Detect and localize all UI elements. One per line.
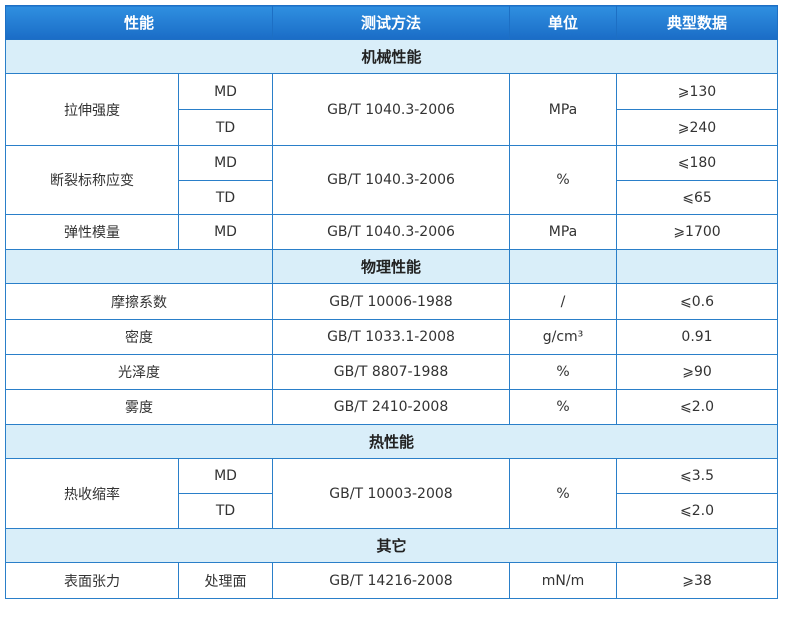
table-row: 热收缩率 MD GB/T 10003-2008 % ⩽3.5 <box>5 458 778 529</box>
property-name: 雾度 <box>5 389 273 425</box>
direction: 处理面 <box>178 562 273 599</box>
unit: / <box>509 283 617 320</box>
section-row: 热性能 <box>5 424 778 459</box>
typical-value: ⩾90 <box>616 354 778 390</box>
header-test-method: 测试方法 <box>272 5 510 40</box>
section-title: 物理性能 <box>272 249 510 284</box>
direction: TD <box>178 109 273 146</box>
header-unit: 单位 <box>509 5 617 40</box>
typical-value: ⩾38 <box>616 562 778 599</box>
table-row: 表面张力 处理面 GB/T 14216-2008 mN/m ⩾38 <box>5 562 778 599</box>
unit: mN/m <box>509 562 617 599</box>
property-name: 摩擦系数 <box>5 283 273 320</box>
section-spacer <box>509 249 617 284</box>
typical-value: ⩽0.6 <box>616 283 778 320</box>
spec-table-wrapper: 性能 测试方法 单位 典型数据 机械性能 拉伸强度 MD GB/T 1040.3… <box>5 5 778 599</box>
direction: MD <box>178 145 273 181</box>
unit: MPa <box>509 214 617 250</box>
test-method: GB/T 1040.3-2006 <box>272 73 510 146</box>
property-name: 密度 <box>5 319 273 355</box>
property-spec-table: 性能 测试方法 单位 典型数据 机械性能 拉伸强度 MD GB/T 1040.3… <box>5 5 778 599</box>
table-row: TD ⩽2.0 <box>6 493 778 529</box>
property-name: 弹性模量 <box>5 214 179 250</box>
section-spacer <box>616 249 778 284</box>
test-method: GB/T 2410-2008 <box>272 389 510 425</box>
section-title: 其它 <box>5 528 778 563</box>
section-title: 热性能 <box>5 424 778 459</box>
property-name: 表面张力 <box>5 562 179 599</box>
test-method: GB/T 1033.1-2008 <box>272 319 510 355</box>
section-row: 机械性能 <box>5 39 778 74</box>
direction: MD <box>178 73 273 110</box>
unit: % <box>509 389 617 425</box>
typical-value: ⩽180 <box>616 145 778 181</box>
unit: % <box>509 145 617 215</box>
typical-value: ⩽65 <box>616 180 778 215</box>
table-row: 光泽度 GB/T 8807-1988 % ⩾90 <box>5 354 778 390</box>
table-row: 断裂标称应变 MD GB/T 1040.3-2006 % ⩽180 <box>5 145 778 215</box>
table-row: TD ⩾240 <box>6 109 778 146</box>
table-row: 密度 GB/T 1033.1-2008 g/cm³ 0.91 <box>5 319 778 355</box>
typical-value: ⩾130 <box>616 73 778 110</box>
property-name: 光泽度 <box>5 354 273 390</box>
unit: MPa <box>509 73 617 146</box>
property-name: 断裂标称应变 <box>5 145 179 215</box>
table-row: 拉伸强度 MD GB/T 1040.3-2006 MPa ⩾130 <box>5 73 778 146</box>
table-header-row: 性能 测试方法 单位 典型数据 <box>5 5 778 40</box>
property-name: 拉伸强度 <box>5 73 179 146</box>
test-method: GB/T 14216-2008 <box>272 562 510 599</box>
table-row: 摩擦系数 GB/T 10006-1988 / ⩽0.6 <box>5 283 778 320</box>
section-row: 其它 <box>5 528 778 563</box>
unit: % <box>509 458 617 529</box>
section-spacer <box>5 249 273 284</box>
direction: TD <box>178 493 273 529</box>
direction: MD <box>178 214 273 250</box>
table-row: TD ⩽65 <box>6 180 778 215</box>
test-method: GB/T 1040.3-2006 <box>272 214 510 250</box>
unit: % <box>509 354 617 390</box>
test-method: GB/T 10006-1988 <box>272 283 510 320</box>
direction: MD <box>178 458 273 494</box>
property-name: 热收缩率 <box>5 458 179 529</box>
test-method: GB/T 1040.3-2006 <box>272 145 510 215</box>
table-row: 雾度 GB/T 2410-2008 % ⩽2.0 <box>5 389 778 425</box>
unit: g/cm³ <box>509 319 617 355</box>
table-row: 弹性模量 MD GB/T 1040.3-2006 MPa ⩾1700 <box>5 214 778 250</box>
typical-value: ⩾1700 <box>616 214 778 250</box>
typical-value: 0.91 <box>616 319 778 355</box>
typical-value: ⩽3.5 <box>616 458 778 494</box>
typical-value: ⩽2.0 <box>616 493 778 529</box>
direction: TD <box>178 180 273 215</box>
test-method: GB/T 8807-1988 <box>272 354 510 390</box>
test-method: GB/T 10003-2008 <box>272 458 510 529</box>
typical-value: ⩾240 <box>616 109 778 146</box>
section-title: 机械性能 <box>5 39 778 74</box>
typical-value: ⩽2.0 <box>616 389 778 425</box>
section-row: 物理性能 <box>5 249 778 284</box>
header-property: 性能 <box>5 5 273 40</box>
header-typical-data: 典型数据 <box>616 5 778 40</box>
